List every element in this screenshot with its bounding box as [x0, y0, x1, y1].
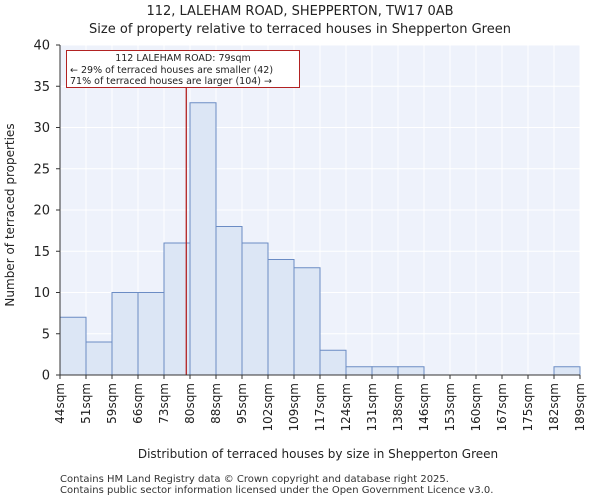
x-tick-label: 153sqm — [443, 383, 457, 431]
y-axis-ticks: 0 5 10 15 20 25 30 35 40 — [33, 39, 60, 384]
histogram-bar — [371, 366, 399, 376]
footer-licence: Contains public sector information licen… — [60, 485, 494, 496]
y-tick-label: 5 — [42, 327, 50, 342]
x-tick-label: 167sqm — [495, 383, 509, 431]
y-tick-label: 40 — [33, 39, 50, 54]
footer-copyright: Contains HM Land Registry data © Crown c… — [60, 474, 449, 485]
x-tick-label: 44sqm — [53, 383, 67, 424]
x-tick-label: 124sqm — [339, 383, 353, 431]
x-axis-label: Distribution of terraced houses by size … — [138, 447, 498, 461]
x-tick-label: 59sqm — [105, 383, 119, 424]
histogram-bar — [59, 316, 87, 376]
annotation-line-smaller: ← 29% of terraced houses are smaller (42… — [70, 64, 274, 76]
histogram-bar — [215, 226, 243, 376]
y-axis-label: Number of terraced properties — [3, 123, 17, 306]
x-tick-label: 80sqm — [183, 383, 197, 424]
y-tick-label: 10 — [33, 286, 50, 301]
y-tick-label: 25 — [33, 162, 50, 177]
histogram-bar — [137, 292, 165, 376]
x-tick-label: 95sqm — [235, 383, 249, 424]
histogram-bar — [319, 349, 347, 376]
x-tick-label: 189sqm — [573, 383, 587, 431]
histogram-bar — [85, 341, 113, 376]
histogram-bar — [267, 259, 295, 376]
y-tick-label: 30 — [33, 121, 50, 136]
x-tick-label: 175sqm — [521, 383, 535, 431]
histogram-bar — [111, 292, 139, 376]
y-tick-label: 35 — [33, 80, 50, 95]
x-tick-label: 66sqm — [131, 383, 145, 424]
x-tick-label: 109sqm — [287, 383, 301, 431]
annotation-line-property: 112 LALEHAM ROAD: 79sqm — [115, 53, 251, 64]
x-tick-label: 160sqm — [469, 383, 483, 431]
y-tick-label: 15 — [33, 245, 50, 260]
chart-title-address: 112, LALEHAM ROAD, SHEPPERTON, TW17 0AB — [146, 4, 454, 19]
x-tick-label: 117sqm — [313, 383, 327, 431]
x-tick-label: 146sqm — [417, 383, 431, 431]
x-tick-label: 73sqm — [157, 383, 171, 424]
y-tick-label: 20 — [33, 204, 50, 219]
x-tick-label: 88sqm — [209, 383, 223, 424]
x-tick-label: 102sqm — [261, 383, 275, 431]
x-tick-label: 131sqm — [365, 383, 379, 431]
histogram-bar — [189, 102, 217, 376]
y-tick-label: 0 — [42, 369, 50, 384]
histogram-bar — [293, 267, 321, 376]
histogram-bar — [345, 366, 373, 376]
x-tick-label: 138sqm — [391, 383, 405, 431]
bars-group — [59, 102, 581, 376]
histogram-bar — [241, 242, 269, 376]
annotation-box: 112 LALEHAM ROAD: 79sqm ← 29% of terrace… — [66, 50, 300, 88]
chart-subtitle: Size of property relative to terraced ho… — [89, 22, 511, 37]
annotation-line-larger: 71% of terraced houses are larger (104) … — [70, 76, 272, 87]
histogram-bar — [553, 366, 581, 376]
x-tick-label: 51sqm — [79, 383, 93, 424]
x-axis-ticks: 44sqm 51sqm 59sqm 66sqm 73sqm 80sqm 88sqm 95sqm… — [53, 375, 587, 431]
histogram-bar — [397, 366, 425, 376]
x-tick-label: 182sqm — [547, 383, 561, 431]
